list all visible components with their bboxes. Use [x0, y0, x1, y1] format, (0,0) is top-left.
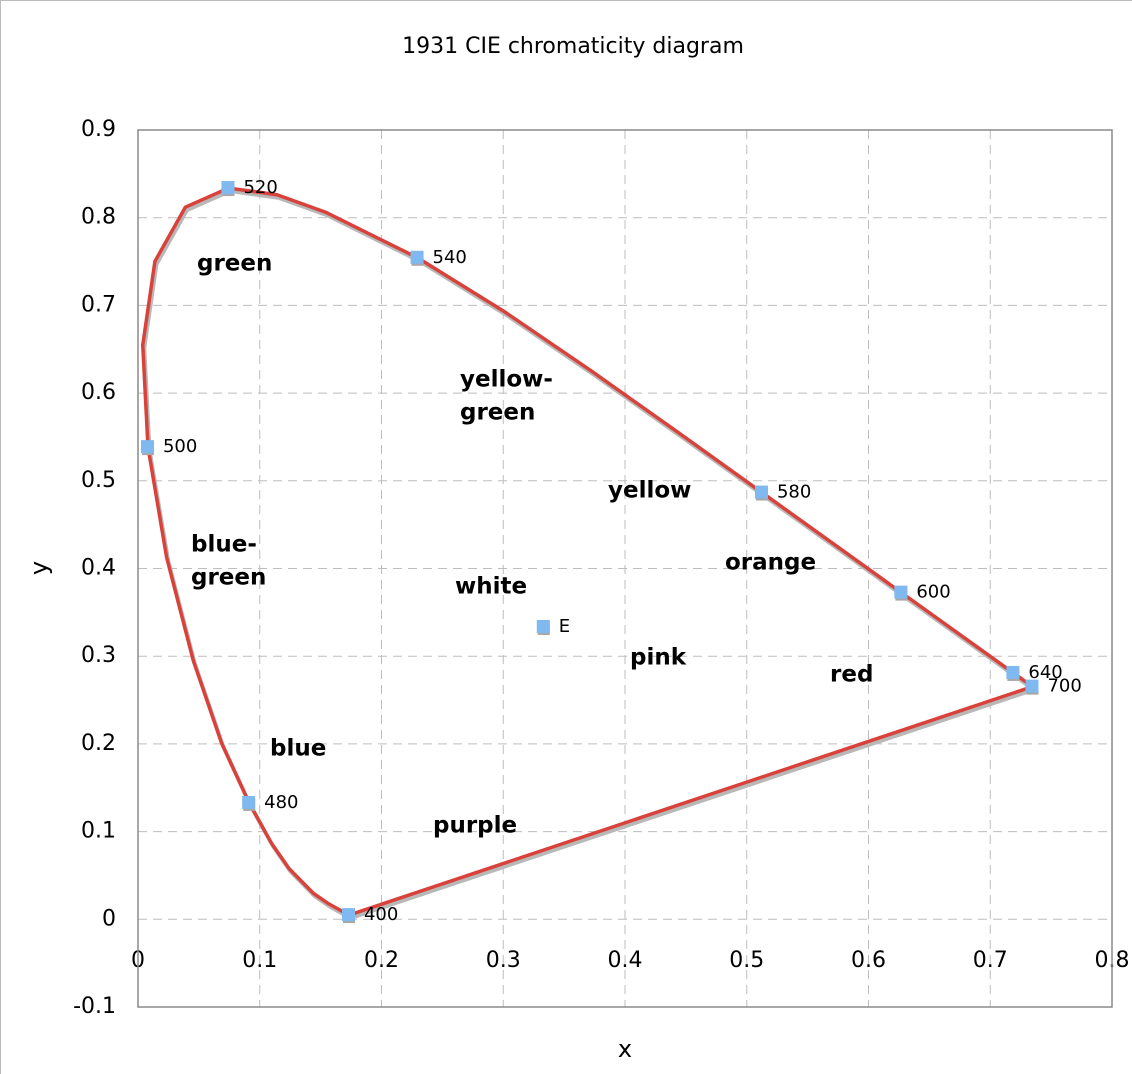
region-label: pink [630, 645, 687, 671]
x-tick-label: 0.1 [242, 948, 277, 973]
chart-title: 1931 CIE chromaticity diagram [402, 34, 744, 59]
marker [410, 250, 424, 264]
y-tick-label: 0.7 [81, 292, 116, 317]
y-tick-label: 0.5 [81, 468, 116, 493]
marker [140, 440, 154, 454]
y-tick-label: 0 [102, 906, 116, 931]
region-label: yellow- [460, 367, 553, 393]
marker [536, 619, 550, 633]
y-tick-label: 0.6 [81, 380, 116, 405]
y-tick-label: -0.1 [73, 994, 116, 1019]
marker [894, 585, 908, 599]
region-label: purple [433, 813, 517, 839]
y-axis-label: y [25, 561, 53, 575]
region-label: green [460, 400, 535, 426]
point-label: 480 [264, 792, 298, 813]
x-tick-label: 0.4 [608, 948, 643, 973]
point-label: 400 [364, 904, 398, 925]
point-label: 580 [777, 482, 811, 503]
x-tick-label: 0.5 [729, 948, 764, 973]
region-label: white [455, 574, 527, 600]
x-tick-label: 0.3 [486, 948, 521, 973]
region-label: blue- [191, 532, 257, 558]
x-tick-label: 0.2 [364, 948, 399, 973]
marker [341, 908, 355, 922]
point-label: 640 [1028, 662, 1062, 683]
point-label: 700 [1047, 676, 1081, 697]
region-label: blue [270, 736, 326, 762]
point-label: E [559, 616, 570, 637]
marker [1006, 665, 1020, 679]
y-tick-label: 0.8 [81, 205, 116, 230]
region-label: yellow [608, 478, 691, 504]
marker [1025, 679, 1039, 693]
region-label: orange [725, 550, 816, 576]
point-label: 600 [916, 582, 950, 603]
x-tick-label: 0.6 [851, 948, 886, 973]
point-label: 520 [243, 177, 277, 198]
region-label: green [197, 251, 272, 277]
x-axis-label: x [618, 1035, 632, 1063]
region-label: red [830, 662, 873, 688]
point-label: 540 [433, 247, 467, 268]
y-tick-label: 0.1 [81, 819, 116, 844]
y-tick-label: 0.9 [81, 117, 116, 142]
y-tick-label: 0.4 [81, 556, 116, 581]
y-tick-label: 0.3 [81, 643, 116, 668]
marker [221, 181, 235, 195]
region-label: green [191, 565, 266, 591]
x-tick-label: 0.7 [973, 948, 1008, 973]
plot-area [137, 129, 1113, 1008]
marker [242, 795, 256, 809]
point-label: 500 [163, 436, 197, 457]
marker [754, 485, 768, 499]
y-tick-label: 0.2 [81, 731, 116, 756]
